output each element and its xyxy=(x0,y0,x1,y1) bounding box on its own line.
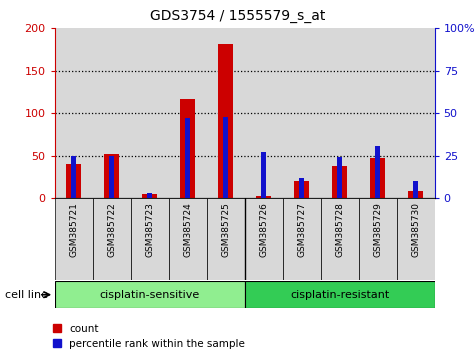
Bar xyxy=(207,198,245,280)
Bar xyxy=(397,198,435,280)
Text: GSM385725: GSM385725 xyxy=(221,202,230,257)
Text: cisplatin-sensitive: cisplatin-sensitive xyxy=(99,290,200,300)
Bar xyxy=(93,28,131,198)
Bar xyxy=(413,181,418,198)
Bar xyxy=(180,99,195,198)
Bar xyxy=(147,193,152,198)
Bar xyxy=(245,281,435,308)
Bar xyxy=(66,164,81,198)
Bar xyxy=(55,281,245,308)
Bar xyxy=(131,28,169,198)
Bar xyxy=(375,145,380,198)
Bar xyxy=(131,198,169,280)
Bar xyxy=(93,198,131,280)
Text: cell line: cell line xyxy=(5,290,48,300)
Bar xyxy=(223,117,228,198)
Bar xyxy=(55,198,93,280)
Bar xyxy=(218,44,233,198)
Bar xyxy=(397,28,435,198)
Text: GSM385724: GSM385724 xyxy=(183,202,192,257)
Text: GSM385729: GSM385729 xyxy=(373,202,382,257)
Bar xyxy=(142,194,157,198)
Text: GSM385727: GSM385727 xyxy=(297,202,306,257)
Bar xyxy=(321,28,359,198)
Bar xyxy=(283,198,321,280)
Text: GSM385730: GSM385730 xyxy=(411,202,420,257)
Bar xyxy=(261,152,266,198)
Bar xyxy=(408,192,423,198)
Text: GSM385721: GSM385721 xyxy=(69,202,78,257)
Text: GSM385726: GSM385726 xyxy=(259,202,268,257)
Text: GDS3754 / 1555579_s_at: GDS3754 / 1555579_s_at xyxy=(150,9,325,23)
Bar xyxy=(169,28,207,198)
Bar xyxy=(245,28,283,198)
Bar xyxy=(283,28,321,198)
Bar xyxy=(185,118,190,198)
Bar xyxy=(207,28,245,198)
Bar xyxy=(332,166,347,198)
Bar xyxy=(359,198,397,280)
Bar xyxy=(294,181,309,198)
Bar xyxy=(169,198,207,280)
Bar xyxy=(71,156,76,198)
Legend: count, percentile rank within the sample: count, percentile rank within the sample xyxy=(53,324,245,349)
Text: GSM385728: GSM385728 xyxy=(335,202,344,257)
Bar xyxy=(55,28,93,198)
Bar xyxy=(370,158,385,198)
Bar xyxy=(104,154,119,198)
Bar xyxy=(337,158,342,198)
Text: cisplatin-resistant: cisplatin-resistant xyxy=(290,290,389,300)
Bar xyxy=(245,198,283,280)
Bar xyxy=(359,28,397,198)
Bar xyxy=(321,198,359,280)
Text: GSM385722: GSM385722 xyxy=(107,202,116,257)
Bar xyxy=(256,196,271,198)
Bar xyxy=(299,178,304,198)
Bar xyxy=(109,156,114,198)
Text: GSM385723: GSM385723 xyxy=(145,202,154,257)
